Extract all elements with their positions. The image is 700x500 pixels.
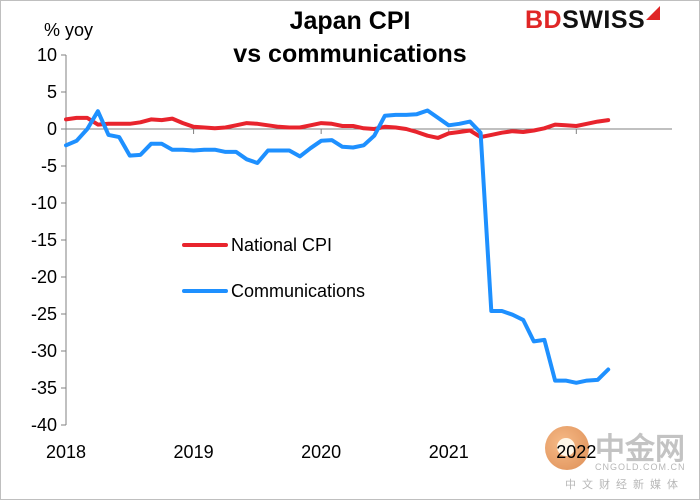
x-tick-label: 2018 [46, 442, 86, 462]
series-line-communications [64, 108, 611, 385]
logo-swiss: SWISS [562, 6, 646, 34]
chart-legend: National CPI Communications [182, 235, 365, 301]
watermark: 中金网 CNGOLD.COM.CN 中文财经新媒体 [545, 418, 695, 496]
y-tick-label: 5 [47, 82, 57, 102]
chart-title-line-2: vs communications [233, 40, 467, 68]
y-tick-label: 0 [47, 119, 57, 139]
watermark-subtitle: 中文财经新媒体 [565, 479, 684, 491]
series-line-national-cpi [64, 115, 611, 140]
y-axis-label: % yoy [44, 20, 94, 40]
logo-arrow-icon [646, 6, 661, 20]
x-tick-label: 2020 [301, 442, 341, 462]
x-tick-label: 2019 [174, 442, 214, 462]
y-tick-label: 10 [37, 45, 57, 65]
y-tick-label: -5 [41, 156, 57, 176]
chart-lines [64, 108, 611, 385]
bdswiss-logo: BDSWISS [525, 6, 661, 35]
x-tick-label: 2022 [556, 442, 596, 462]
legend-label: National CPI [231, 235, 332, 255]
y-tick-label: -10 [31, 193, 57, 213]
watermark-coin-icon [545, 426, 589, 470]
y-tick-label: -15 [31, 230, 57, 250]
y-tick-label: -30 [31, 341, 57, 361]
logo-bd: BD [525, 6, 563, 34]
watermark-url: CNGOLD.COM.CN [595, 462, 686, 472]
chart-axes: 10 5 0 -5 -10 -15 -20 -25 -30 -35 -40 2018 2019 2020 2… [31, 45, 672, 462]
x-tick-label: 2021 [429, 442, 469, 462]
y-tick-label: -20 [31, 267, 57, 287]
y-tick-label: -25 [31, 304, 57, 324]
chart-title-line-1: Japan CPI [289, 7, 411, 35]
watermark-text: 中金网 [595, 433, 685, 466]
y-tick-label: -35 [31, 378, 57, 398]
y-tick-label: -40 [31, 415, 57, 435]
legend-label: Communications [231, 281, 365, 301]
